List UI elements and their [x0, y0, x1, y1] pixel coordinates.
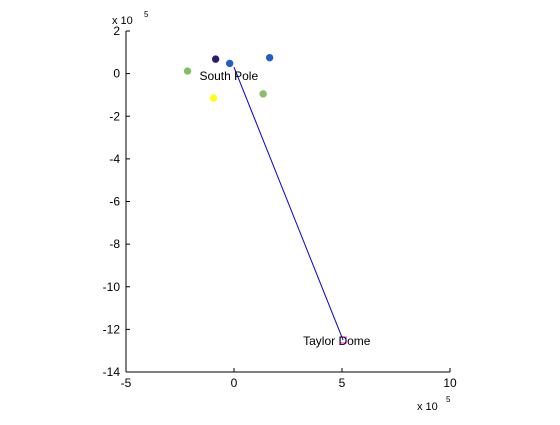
y-multiplier-exponent: 5 — [144, 10, 149, 19]
y-tick-label: -14 — [103, 365, 121, 379]
axes-layer: -5 0 5 10 2 0 -2 -4 -6 -8 -10 -12 -14 — [103, 24, 457, 390]
data-point — [225, 59, 234, 68]
label-layer: South Pole Taylor Dome — [199, 69, 370, 348]
data-point — [209, 94, 218, 102]
y-tick-label: -4 — [109, 152, 120, 166]
marker-square — [339, 336, 347, 344]
y-tick-label: -6 — [109, 195, 120, 209]
x-multiplier-exponent: 5 — [446, 395, 451, 404]
y-multiplier-label: x 10 — [112, 15, 133, 27]
y-tick-label: 0 — [113, 67, 120, 81]
x-tick-label: 10 — [443, 376, 457, 390]
data-point — [183, 67, 192, 75]
y-tick-label: -8 — [109, 237, 120, 251]
x-tick-label: 5 — [339, 376, 346, 390]
data-point — [211, 55, 220, 63]
x-tick-label: -5 — [121, 376, 132, 390]
y-tick-label: -10 — [103, 280, 121, 294]
point-annotation: South Pole — [199, 69, 258, 83]
x-multiplier-label: x 10 — [417, 401, 438, 413]
x-tick-label: 0 — [231, 376, 238, 390]
data-point — [265, 53, 274, 62]
data-layer — [183, 53, 347, 344]
point-annotation: Taylor Dome — [303, 334, 371, 348]
y-tick-label: 2 — [113, 24, 120, 38]
y-tick-label: -2 — [109, 109, 120, 123]
y-tick-label: -12 — [103, 322, 121, 336]
series-line — [233, 67, 344, 341]
data-point — [259, 90, 267, 98]
